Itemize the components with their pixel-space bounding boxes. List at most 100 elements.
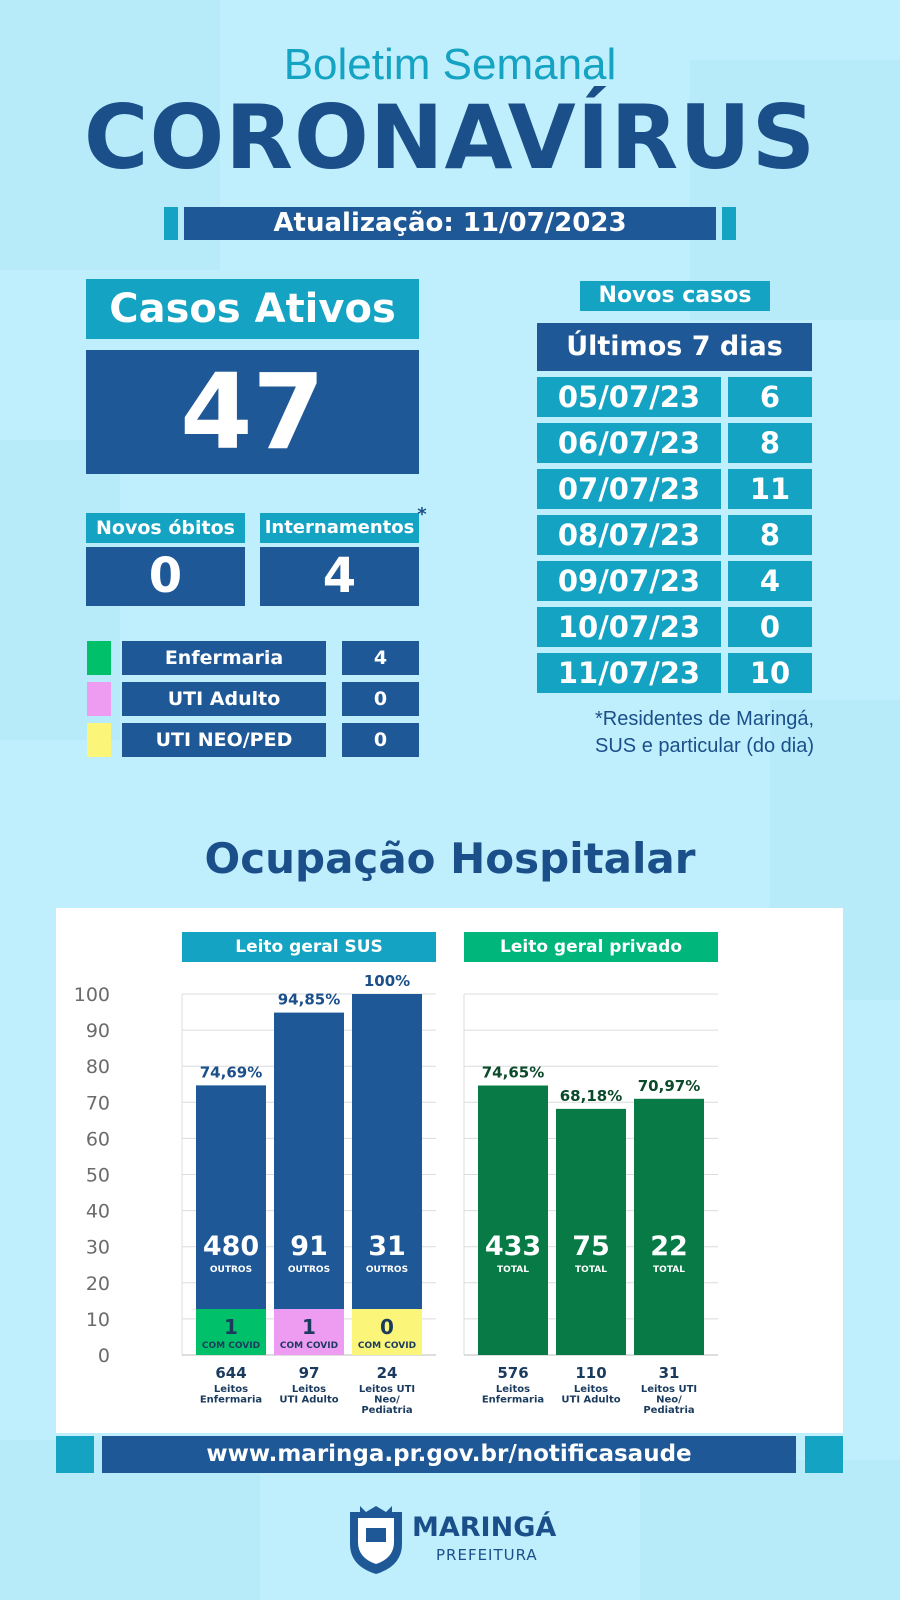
privado-category-label: Pediatria (643, 1405, 694, 1416)
case-count: 4 (728, 561, 812, 601)
covid-count-label: 0 (380, 1315, 394, 1339)
sus-category-label: Leitos (292, 1384, 326, 1395)
sus-bar (352, 994, 422, 1355)
hospitalizations-label: Internamentos (260, 513, 419, 543)
table-row: 07/07/23 11 (537, 469, 812, 509)
update-bar-right-tab (722, 207, 736, 240)
footer-left-tab (56, 1436, 94, 1473)
privado-category-label: Leitos (496, 1384, 530, 1395)
privado-category-total: 576 (497, 1364, 528, 1382)
y-tick-label: 30 (86, 1237, 110, 1259)
case-date: 11/07/23 (537, 653, 721, 693)
new-deaths-label: Novos óbitos (86, 513, 245, 543)
enfermaria-color-swatch (87, 641, 111, 675)
privado-bar-count-caption: TOTAL (497, 1265, 529, 1275)
privado-category-label: Leitos UTI (641, 1384, 697, 1395)
footer-url[interactable]: www.maringa.pr.gov.br/notificasaude (102, 1436, 796, 1473)
uti-adulto-value: 0 (342, 682, 419, 716)
enfermaria-value: 4 (342, 641, 419, 675)
privado-category-label: Enfermaria (482, 1395, 544, 1406)
privado-bar (478, 1085, 548, 1355)
privado-bar-count-caption: TOTAL (653, 1265, 685, 1275)
sus-category-total: 644 (215, 1364, 246, 1382)
logo-subtitle: PREFEITURA (436, 1546, 538, 1564)
table-row: 06/07/23 8 (537, 423, 812, 463)
sus-bar-count-caption: OUTROS (366, 1265, 408, 1275)
case-date: 09/07/23 (537, 561, 721, 601)
section-title-hospital-occupancy: Ocupação Hospitalar (204, 834, 696, 883)
sus-bar-count-label: 31 (368, 1231, 406, 1262)
case-count: 6 (728, 377, 812, 417)
case-count: 8 (728, 423, 812, 463)
case-date: 08/07/23 (537, 515, 721, 555)
new-deaths-value: 0 (86, 547, 245, 606)
covid-segment (352, 1309, 422, 1355)
privado-bar-percent-label: 70,97% (638, 1077, 700, 1095)
enfermaria-label: Enfermaria (122, 641, 326, 675)
table-row: 05/07/23 6 (537, 377, 812, 417)
case-count: 8 (728, 515, 812, 555)
case-count: 10 (728, 653, 812, 693)
y-tick-label: 20 (86, 1273, 110, 1295)
sus-bar-count-label: 480 (203, 1231, 259, 1262)
sus-category-total: 97 (299, 1364, 320, 1382)
uti-neo-ped-value: 0 (342, 723, 419, 757)
active-cases-label: Casos Ativos (86, 279, 419, 339)
update-bar-left-tab (164, 207, 178, 240)
privado-bar-count-label: 433 (485, 1231, 541, 1262)
footer-right-tab (805, 1436, 843, 1473)
sus-category-label: Leitos UTI (359, 1384, 415, 1395)
update-date: Atualização: 11/07/2023 (184, 207, 716, 240)
privado-category-total: 110 (575, 1364, 606, 1382)
bulletin-subtitle: Boletim Semanal (283, 40, 617, 89)
uti-neo-ped-label: UTI NEO/PED (122, 723, 326, 757)
privado-bar (634, 1098, 704, 1355)
covid-caption: COM COVID (280, 1341, 338, 1351)
case-date: 06/07/23 (537, 423, 721, 463)
sus-chart-title: Leito geral SUS (182, 932, 436, 962)
sus-category-label: Enfermaria (200, 1395, 262, 1406)
privado-bar-count-label: 75 (572, 1231, 610, 1262)
uti-adulto-label: UTI Adulto (122, 682, 326, 716)
private-chart-title: Leito geral privado (464, 932, 718, 962)
y-tick-label: 50 (86, 1165, 110, 1187)
residents-note-line-2: SUS e particular (do dia) (595, 735, 814, 757)
sus-bar-count-label: 91 (290, 1231, 328, 1262)
privado-bar-count-label: 22 (650, 1231, 688, 1262)
covid-count-label: 1 (302, 1315, 316, 1339)
y-tick-label: 100 (74, 984, 110, 1006)
table-row: 08/07/23 8 (537, 515, 812, 555)
sus-category-label: Pediatria (361, 1405, 412, 1416)
new-cases-tag: Novos casos (580, 281, 770, 311)
case-date: 10/07/23 (537, 607, 721, 647)
chart-panel (56, 908, 843, 1433)
sus-bar-count-caption: OUTROS (288, 1265, 330, 1275)
table-row: 10/07/23 0 (537, 607, 812, 647)
residents-note: *Residentes de Maringá, SUS e particular… (530, 706, 814, 760)
privado-bar-percent-label: 68,18% (560, 1087, 622, 1105)
privado-category-label: Neo/ (656, 1395, 682, 1406)
sus-category-total: 24 (377, 1364, 398, 1382)
covid-count-label: 1 (224, 1315, 238, 1339)
logo-name: MARINGÁ (412, 1512, 557, 1543)
sus-category-label: UTI Adulto (279, 1395, 338, 1406)
covid-segment (274, 1309, 344, 1355)
sus-bar-percent-label: 100% (364, 972, 410, 990)
y-tick-label: 80 (86, 1056, 110, 1078)
covid-caption: COM COVID (202, 1341, 260, 1351)
y-tick-label: 40 (86, 1201, 110, 1223)
last-7-days-header: Últimos 7 dias (537, 323, 812, 371)
case-date: 05/07/23 (537, 377, 721, 417)
y-tick-label: 0 (98, 1345, 110, 1367)
residents-note-line-1: *Residentes de Maringá, (594, 708, 814, 730)
privado-category-total: 31 (659, 1364, 680, 1382)
covid-caption: COM COVID (358, 1341, 416, 1351)
privado-category-label: Leitos (574, 1384, 608, 1395)
maringa-coat-of-arms-icon (350, 1506, 402, 1574)
sus-bar (274, 1012, 344, 1355)
privado-bar (556, 1108, 626, 1355)
y-tick-label: 70 (86, 1092, 110, 1114)
active-cases-value: 47 (86, 350, 419, 474)
